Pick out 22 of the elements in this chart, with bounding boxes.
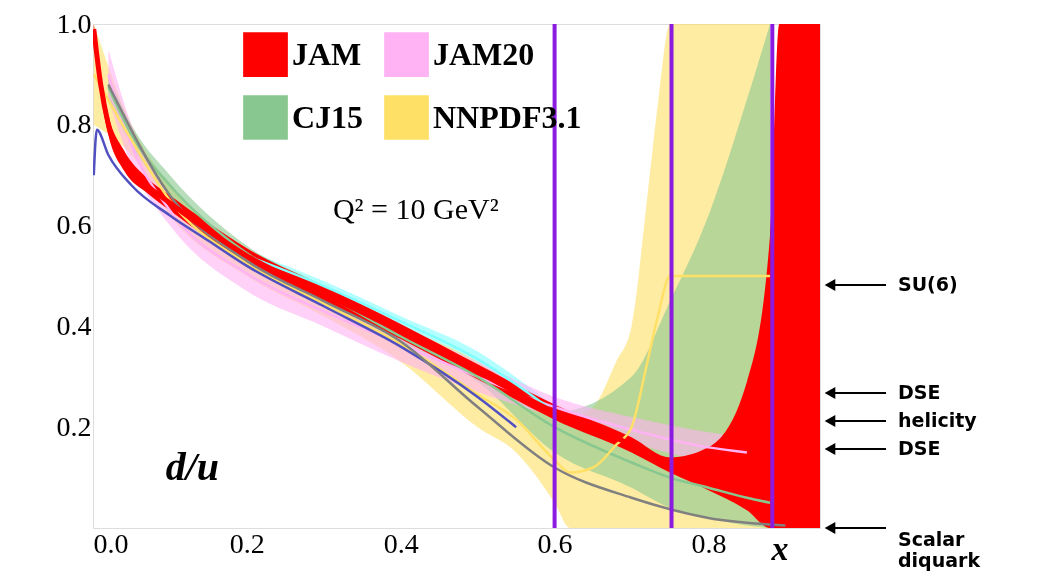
x-tick-label: 0.4 — [383, 527, 419, 559]
text: DSE — [898, 381, 941, 403]
y-tick-label: 0.6 — [56, 209, 92, 241]
legend-label: JAM — [292, 35, 362, 72]
text: Scalar diquark — [898, 528, 981, 571]
x-axis-title: x — [770, 530, 789, 567]
annotation: Q² = 10 GeV² — [332, 192, 499, 226]
text: helicity — [898, 409, 978, 431]
line-series — [93, 128, 518, 429]
y-tick-label: 0.2 — [56, 410, 92, 442]
legend-label: CJ15 — [292, 98, 364, 135]
y-tick-label: 0.4 — [56, 309, 92, 341]
x-tick-label: 0.6 — [537, 527, 573, 559]
x-tick-label: 0.2 — [229, 527, 265, 559]
legend-label: JAM20 — [433, 35, 535, 72]
text: SU(6) — [898, 273, 958, 295]
y-tick-label: 1.0 — [56, 7, 92, 39]
annotation: d/u — [165, 443, 220, 489]
x-tick-label: 0.8 — [691, 527, 727, 559]
x-tick-label: 0.0 — [93, 527, 129, 559]
text: DSE — [898, 437, 941, 459]
y-tick-label: 0.8 — [56, 108, 92, 140]
